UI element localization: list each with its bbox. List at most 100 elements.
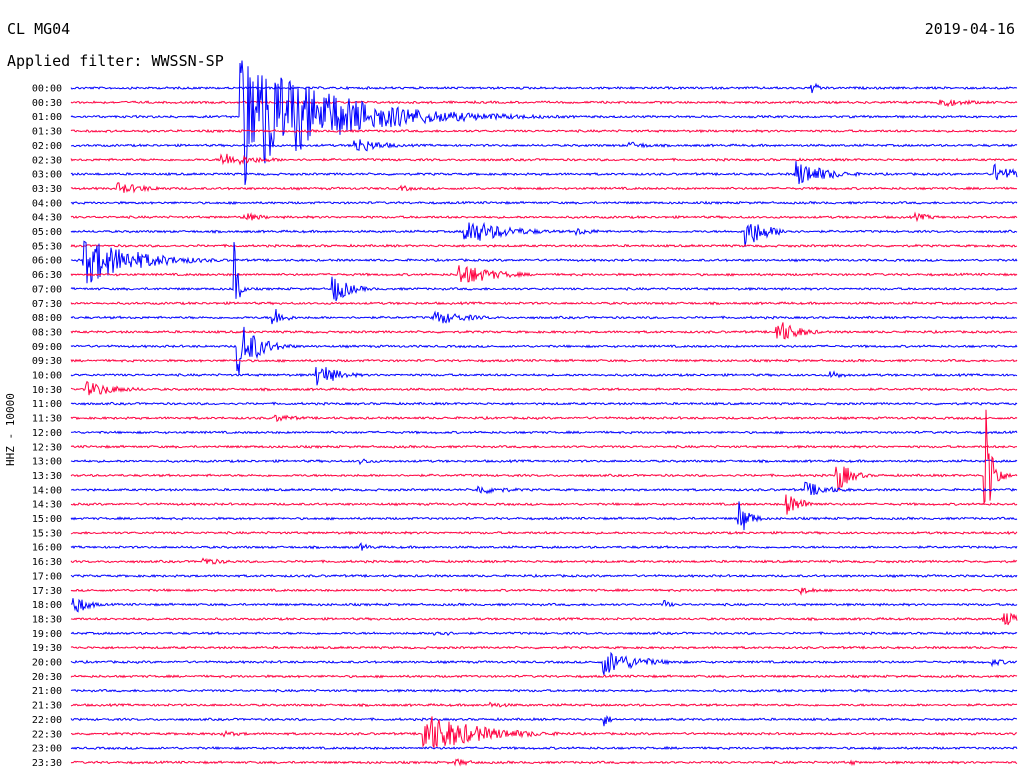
row-time-label: 21:30 bbox=[32, 701, 62, 712]
trace-row bbox=[70, 651, 1017, 676]
row-time-label: 10:30 bbox=[32, 385, 62, 396]
trace-row bbox=[70, 414, 1018, 423]
trace-row bbox=[70, 82, 1018, 94]
trace-row bbox=[70, 309, 1018, 325]
trace-row bbox=[70, 380, 1018, 396]
row-time-label: 08:00 bbox=[32, 313, 62, 324]
row-time-label: 12:00 bbox=[32, 428, 62, 439]
trace-row bbox=[70, 326, 1018, 375]
row-time-label: 06:30 bbox=[32, 270, 62, 281]
row-time-label: 20:30 bbox=[32, 672, 62, 683]
trace-row bbox=[70, 240, 1018, 284]
trace-row bbox=[70, 60, 1018, 185]
trace-row bbox=[70, 444, 1018, 450]
row-time-label: 17:30 bbox=[32, 586, 62, 597]
trace-row bbox=[70, 128, 1017, 134]
row-time-label: 17:00 bbox=[32, 571, 62, 582]
row-time-label: 19:00 bbox=[32, 629, 62, 640]
trace-row bbox=[70, 557, 1018, 565]
trace-row bbox=[70, 430, 1018, 435]
trace-row bbox=[70, 530, 1018, 536]
row-time-label: 05:00 bbox=[32, 227, 62, 238]
row-time-label: 18:00 bbox=[32, 600, 62, 611]
row-time-label: 09:30 bbox=[32, 356, 62, 367]
trace-row bbox=[71, 481, 1018, 496]
trace-row bbox=[70, 242, 1018, 302]
row-time-label: 22:30 bbox=[32, 729, 62, 740]
trace-row bbox=[70, 542, 1018, 551]
row-time-label: 18:30 bbox=[32, 614, 62, 625]
trace-row bbox=[70, 200, 1018, 205]
trace-row bbox=[70, 367, 1018, 386]
trace-row bbox=[70, 161, 1018, 185]
trace-row bbox=[71, 716, 1018, 749]
trace-row bbox=[70, 301, 1018, 306]
trace-row bbox=[70, 645, 1018, 650]
row-time-label: 04:00 bbox=[32, 198, 62, 209]
trace-row bbox=[70, 688, 1018, 693]
trace-row bbox=[70, 265, 1018, 283]
row-time-label: 13:00 bbox=[32, 457, 62, 468]
trace-row bbox=[70, 458, 1018, 466]
station-label: CL MG04 bbox=[7, 20, 71, 38]
trace-row bbox=[70, 494, 1018, 515]
trace-row bbox=[70, 598, 1018, 613]
row-time-label: 23:00 bbox=[32, 744, 62, 755]
trace-row bbox=[70, 99, 1018, 108]
trace-row bbox=[70, 401, 1018, 406]
row-time-label: 11:00 bbox=[32, 399, 62, 410]
row-time-label: 12:30 bbox=[32, 442, 62, 453]
trace-row bbox=[70, 745, 1018, 751]
trace-row bbox=[70, 182, 1018, 194]
trace-row bbox=[70, 612, 1018, 626]
trace-row bbox=[70, 243, 1018, 249]
row-time-label: 20:00 bbox=[32, 658, 62, 669]
row-time-label: 03:00 bbox=[32, 170, 62, 181]
trace-row bbox=[70, 573, 1018, 579]
row-time-label: 02:00 bbox=[32, 141, 62, 152]
trace-row bbox=[70, 358, 1018, 363]
trace-row bbox=[70, 631, 1018, 636]
trace-row bbox=[70, 701, 1018, 708]
row-time-label: 23:30 bbox=[32, 758, 62, 769]
row-time-label: 13:30 bbox=[32, 471, 62, 482]
row-time-label: 16:30 bbox=[32, 557, 62, 568]
row-time-label: 04:30 bbox=[32, 213, 62, 224]
trace-row bbox=[70, 674, 1018, 679]
row-time-label: 07:00 bbox=[32, 284, 62, 295]
trace-row bbox=[70, 153, 1018, 166]
filter-label: Applied filter: WWSSN-SP bbox=[7, 52, 224, 70]
row-time-label: 02:30 bbox=[32, 155, 62, 166]
row-time-label: 00:30 bbox=[32, 98, 62, 109]
row-time-label: 10:00 bbox=[32, 371, 62, 382]
row-time-label: 01:00 bbox=[32, 112, 62, 123]
trace-row bbox=[70, 715, 1018, 727]
trace-row bbox=[70, 221, 1018, 247]
trace-row bbox=[70, 211, 1018, 223]
row-time-label: 01:30 bbox=[32, 127, 62, 138]
row-time-label: 15:00 bbox=[32, 514, 62, 525]
row-time-label: 21:00 bbox=[32, 686, 62, 697]
trace-row bbox=[70, 501, 1018, 531]
trace-row bbox=[70, 139, 1018, 152]
row-time-label: 16:00 bbox=[32, 543, 62, 554]
row-time-label: 03:30 bbox=[32, 184, 62, 195]
row-time-label: 14:00 bbox=[32, 485, 62, 496]
trace-row bbox=[70, 758, 1018, 767]
row-time-label: 07:30 bbox=[32, 299, 62, 310]
row-time-label: 11:30 bbox=[32, 414, 62, 425]
row-time-label: 06:00 bbox=[32, 256, 62, 267]
trace-row bbox=[70, 587, 1018, 596]
trace-row bbox=[70, 322, 1018, 340]
row-time-label: 22:00 bbox=[32, 715, 62, 726]
trace-row bbox=[70, 409, 1018, 505]
row-time-label: 09:00 bbox=[32, 342, 62, 353]
row-time-label: 00:00 bbox=[32, 84, 62, 95]
row-time-label: 19:30 bbox=[32, 643, 62, 654]
row-time-label: 14:30 bbox=[32, 500, 62, 511]
row-time-label: 15:30 bbox=[32, 528, 62, 539]
row-time-label: 08:30 bbox=[32, 327, 62, 338]
date-label: 2019-04-16 bbox=[924, 20, 1015, 38]
row-time-label: 05:30 bbox=[32, 241, 62, 252]
